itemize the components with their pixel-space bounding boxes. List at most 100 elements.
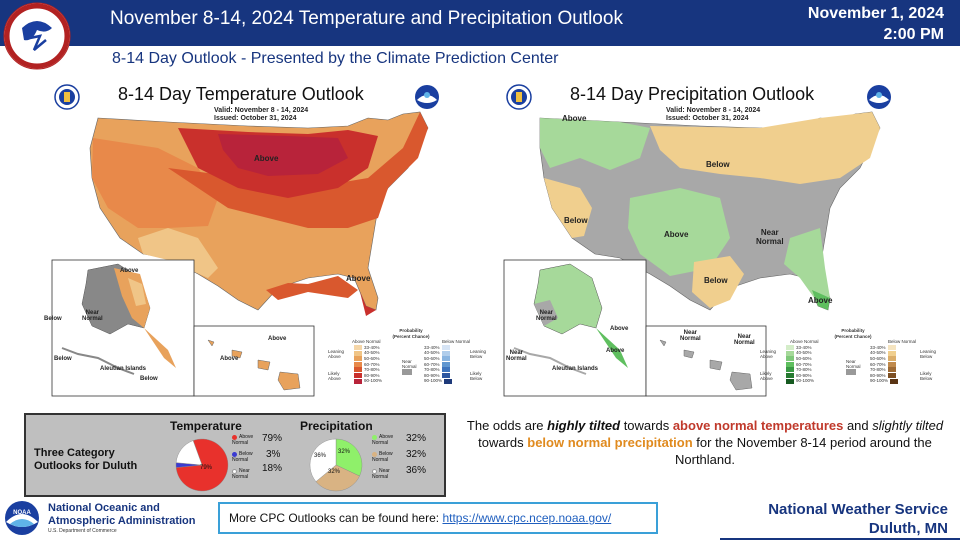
precipitation-pie-slices bbox=[309, 438, 363, 492]
temperature-near-pct: 18% bbox=[262, 463, 283, 474]
key-label: Above Normal bbox=[372, 434, 394, 446]
outlook-summary: The odds are highly tilted towards above… bbox=[454, 417, 956, 468]
more-outlooks-text: More CPC Outlooks can be found here: bbox=[229, 511, 443, 525]
noaa-name: National Oceanic and Atmospheric Adminis… bbox=[48, 502, 196, 528]
inset-label: Near Normal bbox=[734, 334, 755, 346]
temperature-pie-title: Temperature bbox=[170, 419, 242, 433]
summary-text: The odds are bbox=[466, 418, 548, 433]
inset-label: Above bbox=[268, 336, 287, 342]
legend-near-swatch bbox=[846, 368, 856, 375]
key-dot-below bbox=[372, 452, 377, 457]
summary-text: towards bbox=[620, 418, 673, 433]
temperature-below-pct: 3% bbox=[266, 449, 281, 460]
temperature-legend: Probability (Percent Chance) Above Norma… bbox=[328, 328, 494, 393]
legend-grid: Leaning Above Likely Above Near Normal L… bbox=[760, 345, 946, 393]
legend-side-label: Likely Above bbox=[328, 370, 341, 382]
key-dot-near bbox=[232, 469, 237, 474]
key-label: Below Normal bbox=[232, 451, 253, 463]
map-label: Above bbox=[346, 274, 371, 283]
summary-temperature-highlight: above normal temperatures bbox=[672, 418, 844, 433]
pie-slice-label: 36% bbox=[314, 453, 327, 459]
legend-side-label: Likely Below bbox=[920, 370, 933, 382]
legend-side-label: Likely Below bbox=[470, 370, 483, 382]
precipitation-near-pct: 36% bbox=[406, 465, 427, 476]
issue-date: November 1, 2024 bbox=[807, 5, 944, 22]
legend-swatches-below: 33-40% 40-50% 50-60% 60-70% 70-80% 80-90… bbox=[870, 345, 899, 384]
legend-swatches-above: 33-40% 40-50% 50-60% 60-70% 70-80% 80-90… bbox=[786, 345, 814, 384]
inset-label: Aleutian Islands bbox=[552, 366, 599, 372]
map-label: Above bbox=[562, 114, 587, 123]
map-label: Below bbox=[706, 160, 730, 169]
legend-side-label: Leaning Above bbox=[328, 348, 345, 360]
valid-date: Valid: November 8 - 14, 2024 bbox=[214, 107, 309, 114]
inset-label: Above bbox=[606, 348, 625, 354]
legend-col-above: Above Normal bbox=[352, 339, 381, 345]
legend-swatches-below: 33-40% 40-50% 50-60% 60-70% 70-80% 80-90… bbox=[424, 345, 453, 384]
summary-emphasis: slightly tilted bbox=[872, 418, 944, 433]
temperature-above-pct: 79% bbox=[262, 433, 283, 444]
noaa-logo-icon: NOAA bbox=[5, 501, 39, 535]
header-date: November 1, 2024 2:00 PM bbox=[808, 3, 944, 45]
nws-office-location: Duluth, MN bbox=[868, 520, 948, 537]
noaa-department: U.S. Department of Commerce bbox=[48, 528, 117, 534]
nws-office: National Weather Service Duluth, MN bbox=[768, 500, 948, 538]
key-label: Near Normal bbox=[232, 468, 250, 480]
temperature-key: Above Normal Below Normal Near Normal bbox=[232, 434, 262, 480]
key-label: Above Normal bbox=[232, 434, 254, 446]
inset-label: Near Normal bbox=[506, 350, 527, 362]
legend-near-swatch bbox=[402, 368, 412, 375]
header-title: November 8-14, 2024 Temperature and Prec… bbox=[110, 8, 623, 29]
legend-grid: Leaning Above Likely Above Near Normal L… bbox=[328, 345, 494, 393]
summary-emphasis: highly tilted bbox=[547, 418, 621, 433]
pie-slice bbox=[309, 438, 337, 482]
map-label: Above bbox=[254, 154, 279, 163]
inset-label: Below bbox=[54, 356, 72, 362]
footer-accent-bar bbox=[720, 538, 960, 540]
precipitation-map-dates: Valid: November 8 - 14, 2024 Issued: Oct… bbox=[666, 107, 760, 123]
legend-title: Probability (Percent Chance) bbox=[834, 328, 872, 339]
precipitation-key: Above Normal Below Normal Near Normal bbox=[372, 434, 402, 480]
inset-label: Near Normal bbox=[82, 310, 103, 322]
temperature-map-title: 8-14 Day Temperature Outlook bbox=[118, 84, 364, 104]
key-dot-below bbox=[232, 452, 237, 457]
pie-slice bbox=[315, 464, 360, 492]
legend-columns: Above Normal Below Normal bbox=[328, 339, 494, 345]
legend-col-below: Below Normal bbox=[441, 339, 470, 345]
duluth-box-title: Three Category Outlooks for Duluth bbox=[34, 447, 138, 472]
inset-label: Aleutian Islands bbox=[100, 366, 147, 372]
temperature-outlook-map: 8-14 Day Temperature Outlook Valid: Nove… bbox=[44, 78, 498, 398]
temperature-map-dates: Valid: November 8 - 14, 2024 Issued: Oct… bbox=[214, 107, 308, 123]
precipitation-below-pct: 32% bbox=[406, 449, 427, 460]
issue-time: 2:00 PM bbox=[883, 26, 944, 43]
doc-seal-icon bbox=[506, 84, 532, 110]
noaa-seal-icon bbox=[867, 85, 891, 109]
cpc-link[interactable]: https://www.cpc.ncep.noaa.gov/ bbox=[442, 511, 612, 525]
legend-col-below: Below Normal bbox=[887, 339, 916, 345]
map-label: Near Normal bbox=[756, 228, 784, 246]
nws-name: National Weather Service bbox=[768, 501, 948, 518]
key-dot-near bbox=[372, 469, 377, 474]
noaa-name-line1: National Oceanic and bbox=[48, 502, 160, 514]
map-label: Below bbox=[704, 276, 728, 285]
legend-side-label: Near Normal bbox=[846, 358, 861, 370]
precipitation-legend: Probability (Percent Chance) Above Norma… bbox=[760, 328, 946, 393]
precipitation-pie-title: Precipitation bbox=[300, 419, 373, 433]
pie-slice bbox=[175, 440, 203, 466]
valid-date: Valid: November 8 - 14, 2024 bbox=[666, 107, 761, 114]
legend-title: Probability (Percent Chance) bbox=[392, 328, 430, 339]
legend-col-above: Above Normal bbox=[790, 339, 819, 345]
svg-text:NOAA: NOAA bbox=[13, 510, 31, 516]
inset-label: Above bbox=[220, 356, 239, 362]
precipitation-pie bbox=[309, 438, 363, 492]
header-bar bbox=[0, 0, 960, 46]
summary-text: for the November 8-14 period around the … bbox=[675, 435, 932, 467]
legend-columns: Above Normal Below Normal bbox=[760, 339, 946, 345]
precipitation-above-pct: 32% bbox=[406, 433, 427, 444]
legend-side-label: Likely Above bbox=[760, 370, 773, 382]
inset-label: Below bbox=[44, 316, 62, 322]
more-outlooks-box: More CPC Outlooks can be found here: htt… bbox=[218, 502, 658, 534]
key-label: Near Normal bbox=[372, 468, 390, 480]
legend-side-label: Leaning Above bbox=[760, 348, 777, 360]
legend-side-label: Leaning Below bbox=[470, 348, 487, 360]
precipitation-map-title: 8-14 Day Precipitation Outlook bbox=[570, 84, 815, 104]
